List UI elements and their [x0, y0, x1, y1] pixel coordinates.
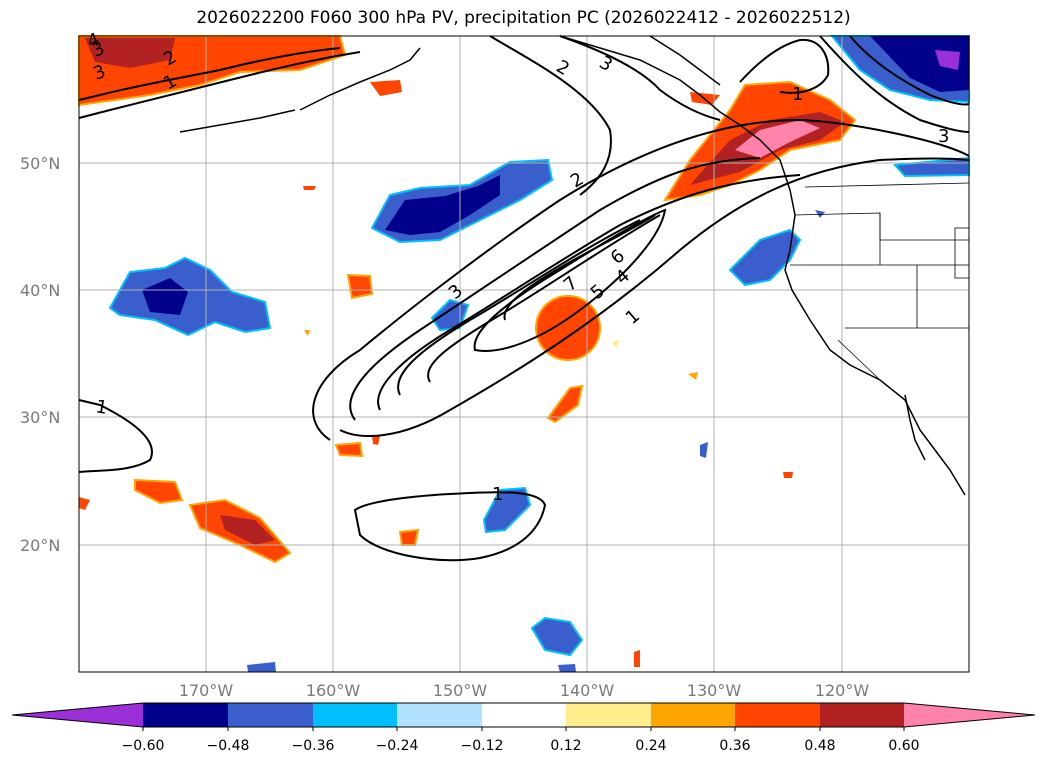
colorbar-segment [651, 703, 735, 727]
contour-label: 1 [492, 484, 503, 505]
lon-label-130w: 130°W [687, 681, 742, 700]
colorbar-tick-label: −0.12 [461, 738, 504, 754]
colorbar-segment [143, 703, 228, 727]
plot-frame [78, 35, 970, 673]
colorbar: −0.60 −0.48 −0.36 −0.24 −0.12 0.12 0.24 … [11, 702, 1036, 754]
lon-label-150w: 150°W [433, 681, 488, 700]
colorbar-extend-high [904, 703, 1035, 727]
contour-label: 1 [94, 396, 109, 419]
colorbar-segment [228, 703, 313, 727]
gridlines [79, 36, 969, 672]
map-title: 2026022200 F060 300 hPa PV, precipitatio… [196, 8, 851, 28]
colorbar-tick-label: 0.36 [719, 738, 750, 754]
colorbar-segment [566, 703, 651, 727]
colorbar-tick-label: 0.60 [888, 738, 919, 754]
lon-label-120w: 120°W [815, 681, 870, 700]
colorbar-segment [313, 703, 397, 727]
state-borders [790, 182, 970, 381]
contour-label: 1 [792, 84, 803, 105]
colorbar-tick-label: 0.48 [804, 738, 835, 754]
lon-label-170w: 170°W [179, 681, 234, 700]
longitude-labels: 170°W 160°W 150°W 140°W 130°W 120°W [179, 681, 870, 700]
lat-label-20n: 20°N [20, 536, 60, 555]
coastlines [179, 35, 966, 496]
colorbar-segment [397, 703, 482, 727]
colorbar-tick-label: −0.24 [376, 738, 419, 754]
colorbar-tick-label: −0.60 [122, 738, 165, 754]
colorbar-tick-label: −0.36 [292, 738, 335, 754]
contour-label: 3 [938, 126, 949, 147]
lat-label-30n: 30°N [20, 408, 60, 427]
lon-label-140w: 140°W [560, 681, 615, 700]
pv-contours [78, 35, 970, 562]
lat-label-50n: 50°N [20, 154, 60, 173]
colorbar-segment [482, 703, 566, 727]
lat-label-40n: 40°N [20, 281, 60, 300]
colorbar-tick-label: −0.48 [207, 738, 250, 754]
lon-label-160w: 160°W [306, 681, 361, 700]
colorbar-segment [735, 703, 820, 727]
latitude-labels: 20°N 30°N 40°N 50°N [20, 154, 60, 555]
colorbar-tick-label: 0.12 [550, 738, 581, 754]
colorbar-tick-label: 0.24 [635, 738, 666, 754]
colorbar-segment [820, 703, 904, 727]
colorbar-extend-low [12, 703, 143, 727]
